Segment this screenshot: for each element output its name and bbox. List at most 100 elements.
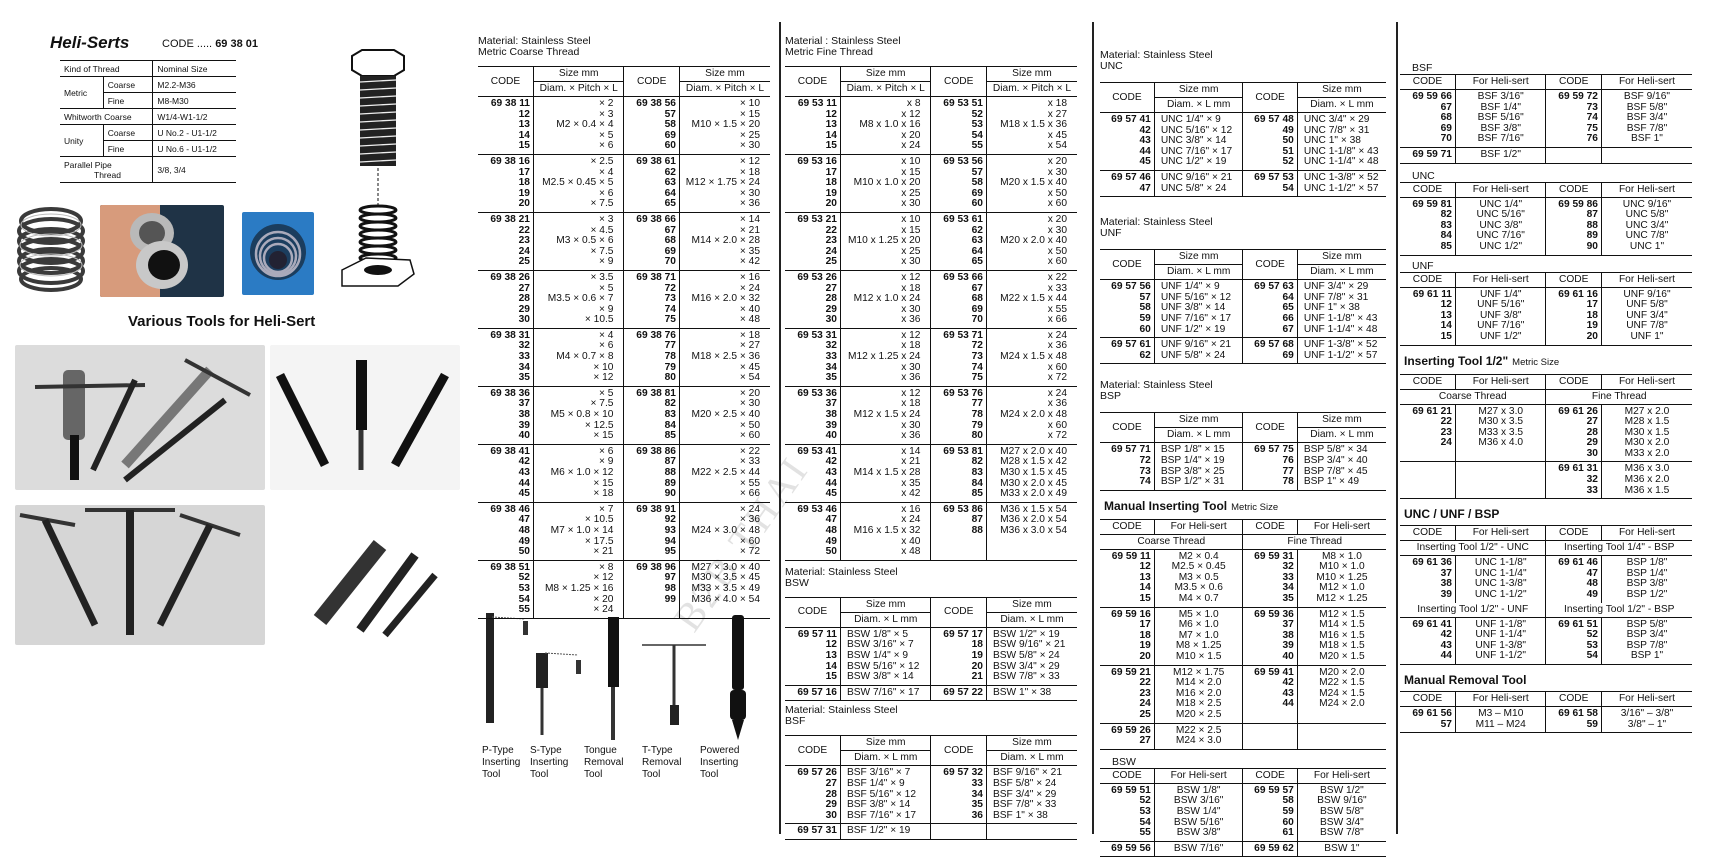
product-size: UNF 5/16" <box>1477 299 1525 311</box>
code-header: CODE <box>1100 767 1155 784</box>
for-heli-sert-header: For Heli-sert <box>1600 271 1692 288</box>
value-cell: UNF 1/4" UNF 5/16" UNF 3/8" UNF 7/16" UNF 1/… <box>1454 286 1546 346</box>
tool-caption: S-Type Inserting Tool <box>530 745 590 781</box>
product-size: x 15 <box>901 224 921 236</box>
catalog-table: CODE For Heli-sert CODE For Heli-sert Coarse… <box>1100 518 1386 750</box>
product-size: × 3 <box>599 108 614 120</box>
code-cell: 69 38 26 27 28 29 30 <box>478 269 534 329</box>
product-code: 90 <box>664 488 676 500</box>
product-code: 69 <box>664 245 676 257</box>
for-heli-sert-header: For Heli-sert <box>1296 518 1386 535</box>
table-row: 69 53 46 47 48 49 50 x 16 x 24 M16 x 1.5 x 32 x … <box>785 501 1077 561</box>
code-cell: 69 53 86 87 88 <box>930 501 987 561</box>
product-size: × 48 <box>739 314 760 326</box>
product-code: 65 <box>664 198 676 210</box>
value-cell: BSF 3/16" × 7 BSF 1/4" × 9 BSF 5/16" × 12 B… <box>839 765 931 824</box>
table-row: 69 57 71 72 73 74 BSP 1/8" × 15 BSP 1/4" × 19… <box>1100 442 1386 491</box>
material-label: Material: Stainless Steel <box>1100 379 1213 392</box>
product-size: × 6 <box>599 140 614 152</box>
product-size: M22 × 2.5 × 44 <box>691 467 760 478</box>
catalog-table: CODE For Heli-sert CODE For Heli-sert 69 59 … <box>1400 181 1692 256</box>
value-cell: × 24 × 36 M24 × 3.0 × 48 × 60 × 72 <box>678 501 770 561</box>
product-size: M10 × 1.5 <box>1175 651 1222 663</box>
product-size: BSF 3/8" <box>1480 122 1521 134</box>
insert-coil-photo <box>15 203 87 295</box>
catalog-section: UNC CODE For Heli-sert CODE For Heli-sert 69 … <box>1400 170 1692 256</box>
product-size: UNF 1-3/8" × 52 <box>1303 339 1378 351</box>
product-code: 69 53 36 <box>797 387 837 399</box>
product-size: BSF 3/16" <box>1477 91 1524 102</box>
tool-caption-line: Tool <box>700 769 719 780</box>
code-cell: 69 57 75 76 77 78 <box>1242 442 1298 491</box>
product-size: x 25 <box>901 245 921 257</box>
tool-kit-photo-3 <box>15 505 265 645</box>
product-size: M33 x 3.5 <box>1478 426 1524 438</box>
product-code: 12 <box>825 108 837 120</box>
product-size: BSP 5/8" <box>1626 618 1668 630</box>
product-size: UNC 9/16" × 21 <box>1160 171 1233 183</box>
value-cell: × 20 × 30 M20 × 2.5 × 40 × 50 × 60 <box>678 385 770 445</box>
size-subheader: Diam. × Pitch × L <box>532 81 624 97</box>
tool-caption: Tongue Removal Tool <box>584 745 644 781</box>
spec-metric-coarse-size: M2.2-M36 <box>152 76 236 93</box>
table-row: 69 59 81 82 83 84 85 UNC 1/4" UNC 5/16" UNC 3/8… <box>1400 196 1692 256</box>
code-cell: 69 38 41 42 43 44 45 <box>478 443 534 503</box>
product-code: 69 53 51 <box>943 98 983 109</box>
code-cell: 69 57 17 18 19 20 21 <box>930 626 987 686</box>
product-code: 42 <box>518 456 530 468</box>
product-code: 69 53 21 <box>797 213 837 225</box>
table-row: 69 38 46 47 48 49 50 × 7 × 10.5 M7 × 1.0 × 14 × … <box>478 501 770 561</box>
tools-heading: Various Tools for Heli-Sert <box>128 313 316 330</box>
product-code: 67 <box>971 282 983 294</box>
product-size: x 24 <box>901 140 921 152</box>
value-cell: M27 × 3.0 × 40 M30 × 3.5 × 45 M33 × 3.5 × … <box>678 559 770 619</box>
size-header: Size mm <box>1296 412 1386 429</box>
product-size: × 54 <box>739 372 760 384</box>
product-size: BSW 1/8" <box>1176 784 1221 796</box>
table-row: 69 61 56 57 M3 – M10 M11 – M24 69 61 58 59 3/1… <box>1400 705 1692 734</box>
product-code: 30 <box>1586 447 1598 459</box>
product-size: × 12.5 <box>584 419 614 431</box>
product-size: M16 × 1.5 <box>1319 629 1365 641</box>
product-code: 14 <box>825 129 837 141</box>
product-code: 72 <box>1139 454 1151 466</box>
product-size: UNC 1/2" × 19 <box>1160 156 1227 168</box>
product-code: 37 <box>825 398 837 410</box>
product-code: 69 61 56 <box>1412 708 1452 719</box>
code-cell: 69 61 26 27 28 29 30 <box>1545 403 1602 462</box>
code-cell: 69 38 96 97 98 99 <box>623 559 680 619</box>
product-size: UNC 3/8" <box>1479 219 1523 231</box>
thread-type-label: BSF <box>785 715 806 728</box>
product-size: M20 x 2.0 x 40 <box>1000 235 1067 247</box>
table-row: 69 59 71 BSF 1/2" <box>1400 146 1692 164</box>
product-size: M10 x 1.0 x 20 <box>853 177 921 189</box>
product-code: 99 <box>664 593 676 605</box>
value-cell <box>1600 146 1692 164</box>
product-size: UNC 1" × 38 <box>1303 135 1361 147</box>
product-code: 18 <box>1139 629 1151 641</box>
product-size: BSW 5/8" × 24 <box>992 649 1060 661</box>
value-cell: × 16 × 24 M16 × 2.0 × 32 × 40 × 48 <box>678 269 770 329</box>
product-code: 37 <box>1440 567 1452 579</box>
value-cell: M27 x 2.0 M28 x 1.5 M30 x 1.5 M30 x 2.0 M33 … <box>1600 403 1692 462</box>
product-code: 97 <box>664 572 676 584</box>
value-cell: BSP 5/8" BSP 3/4" BSP 7/8" BSP 1" <box>1600 616 1692 666</box>
product-size: BSP 1/2" × 31 <box>1160 476 1225 488</box>
s-type-inserting-tool-icon <box>536 652 581 735</box>
product-size: × 9 <box>599 256 614 268</box>
product-code: 78 <box>664 351 676 363</box>
product-size: BSP 3/4" × 40 <box>1303 454 1368 466</box>
product-code: 28 <box>518 293 530 305</box>
product-size: UNC 5/8" × 24 <box>1160 182 1227 194</box>
size-header: Size mm <box>839 735 931 752</box>
product-code: 80 <box>664 372 676 384</box>
product-code: 50 <box>825 546 837 558</box>
product-code: 60 <box>971 198 983 210</box>
product-size: BSP 1/8" × 15 <box>1160 444 1225 456</box>
product-size: × 17.5 <box>584 535 614 547</box>
product-size: UNC 5/16" × 12 <box>1160 124 1233 136</box>
catalog-table: CODE Size mm CODE Size mm Diam. × L mm Diam. … <box>1100 82 1386 198</box>
product-code: 32 <box>1282 561 1294 573</box>
code-header: CODE <box>930 735 987 767</box>
spec-whitworth-size: W1/4-W1-1/2 <box>152 108 236 125</box>
